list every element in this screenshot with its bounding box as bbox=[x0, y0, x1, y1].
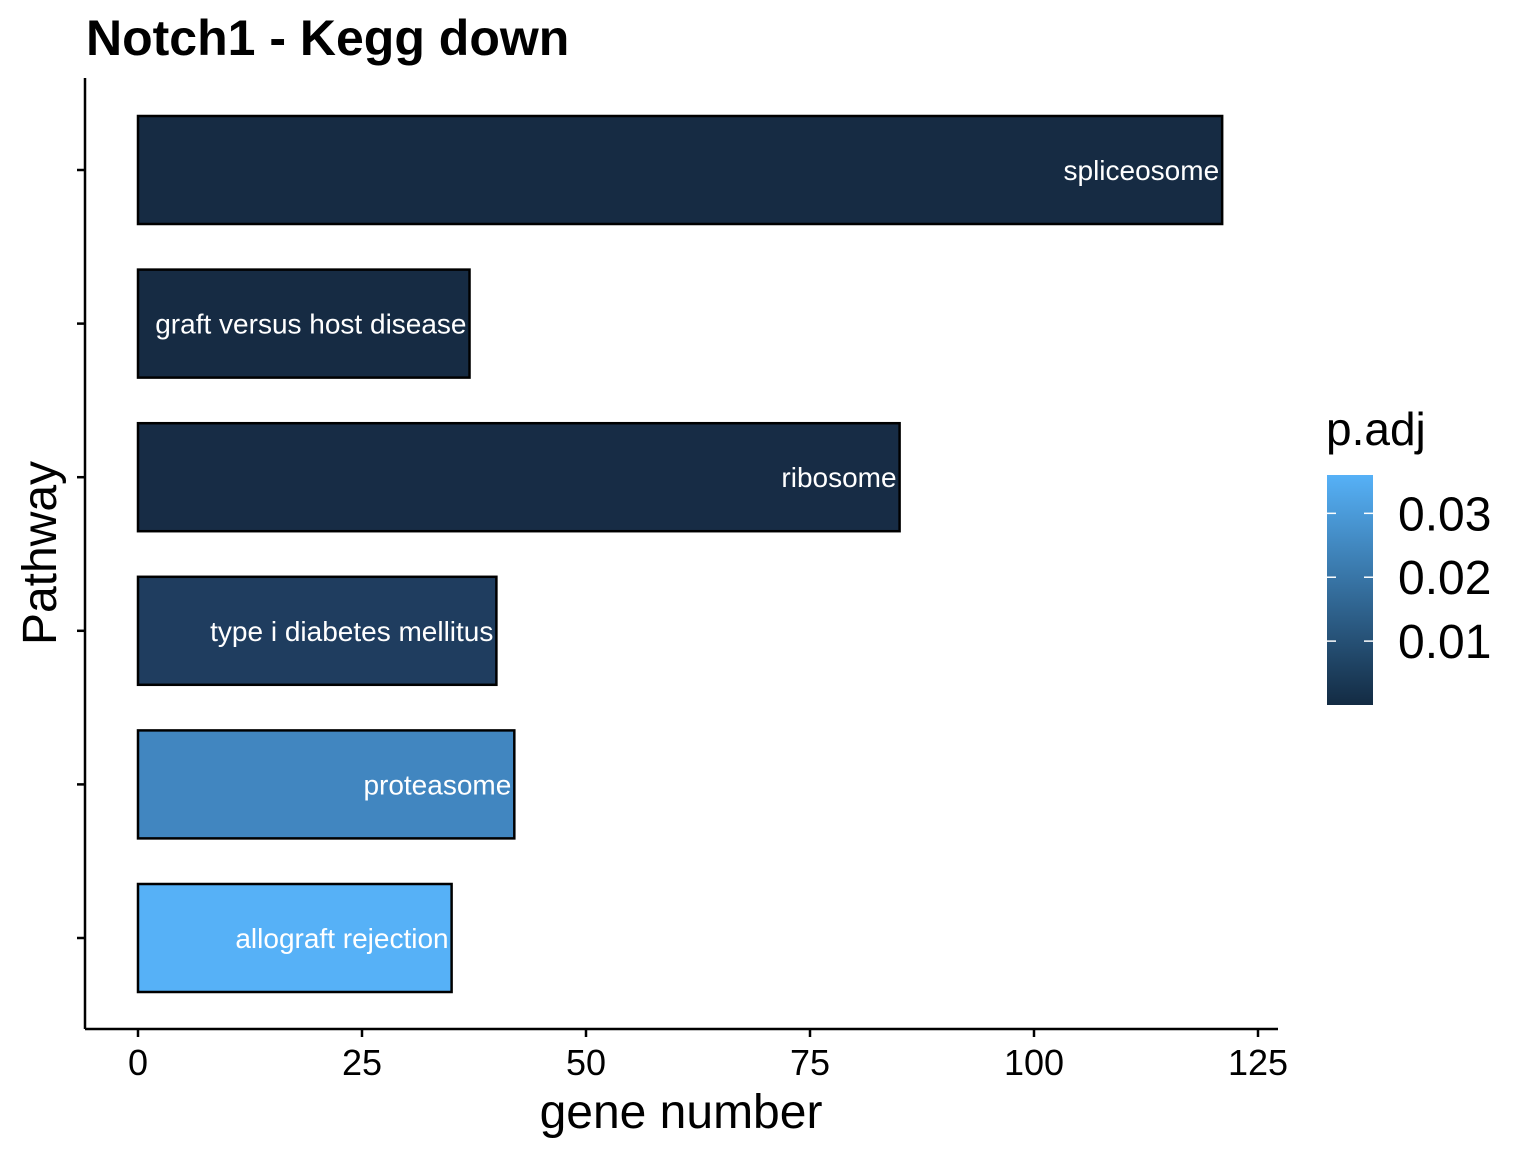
x-tick-label: 75 bbox=[790, 1042, 830, 1083]
bar-label: spliceosome bbox=[1064, 155, 1220, 186]
y-axis-title: Pathway bbox=[14, 461, 67, 645]
x-axis-title: gene number bbox=[540, 1086, 823, 1139]
legend-label: 0.03 bbox=[1398, 488, 1491, 541]
x-tick-label: 25 bbox=[342, 1042, 382, 1083]
x-ticks-group: 0 25 50 75 100 125 bbox=[128, 1029, 1288, 1083]
x-tick-label: 50 bbox=[566, 1042, 606, 1083]
x-tick-label: 100 bbox=[1004, 1042, 1064, 1083]
bar-spliceosome bbox=[136, 114, 1224, 226]
bar-label: graft versus host disease bbox=[155, 309, 466, 340]
bar-allograft-rejection bbox=[136, 882, 453, 994]
legend: p.adj 0.03 0.02 0.01 bbox=[1326, 403, 1491, 705]
chart-title: Notch1 - Kegg down bbox=[86, 10, 569, 66]
bar-label: type i diabetes mellitus bbox=[210, 616, 493, 647]
bar-graft-versus-host-disease bbox=[136, 268, 471, 379]
legend-title: p.adj bbox=[1326, 403, 1426, 455]
legend-colorbar bbox=[1327, 475, 1373, 705]
legend-label: 0.02 bbox=[1398, 552, 1491, 605]
bar-label: ribosome bbox=[781, 462, 896, 493]
x-tick-label: 125 bbox=[1228, 1042, 1288, 1083]
bar-label: allograft rejection bbox=[235, 923, 448, 954]
y-ticks-group bbox=[77, 168, 85, 940]
legend-label: 0.01 bbox=[1398, 616, 1491, 669]
bar-ribosome bbox=[136, 421, 901, 533]
x-tick-label: 0 bbox=[128, 1042, 148, 1083]
bar-labels-group: spliceosome graft versus host disease ribo… bbox=[155, 155, 1219, 954]
bars-group bbox=[136, 114, 1224, 994]
legend-ticks-group: 0.03 0.02 0.01 bbox=[1327, 488, 1491, 669]
bar-proteasome bbox=[136, 729, 516, 840]
bar-type-i-diabetes-mellitus bbox=[136, 575, 498, 687]
bar-label: proteasome bbox=[363, 769, 511, 800]
